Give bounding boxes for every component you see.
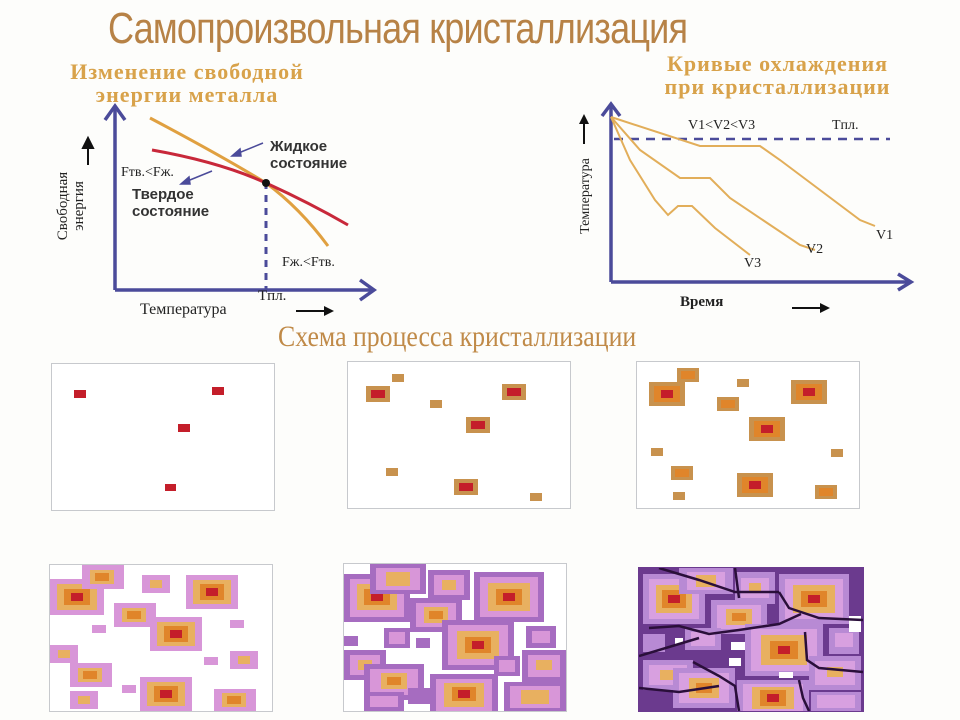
solid-state-label: Твердое состояние <box>132 186 209 220</box>
inequality-right: Fж.<Fтв. <box>282 255 335 270</box>
left-subtitle-line2: энергии металла <box>95 82 279 107</box>
melting-temp-tick: Tпл. <box>258 288 287 304</box>
stage-5-panel <box>343 563 567 712</box>
right-x-label: Время <box>680 294 724 310</box>
right-subtitle-line1: Кривые охлаждения <box>666 51 889 76</box>
speed-inequality: V1<V2<V3 <box>688 118 756 133</box>
nucleus <box>74 390 86 398</box>
nucleus <box>212 387 224 395</box>
intersection-point <box>262 179 270 187</box>
cooling-curves-chart <box>600 101 915 292</box>
solid-line2: состояние <box>132 203 210 220</box>
right-y-label: Температура <box>556 130 616 260</box>
stage-2-panel <box>347 361 571 509</box>
stage-3-panel <box>636 361 860 509</box>
y-arrow-icon <box>81 135 95 165</box>
page-title: Самопроизвольная кристаллизация <box>108 4 688 53</box>
right-chart-subtitle: Кривые охлаждения при кристаллизации <box>605 52 950 98</box>
right-subtitle-line2: при кристаллизации <box>664 74 891 99</box>
inequality-left: Fтв.<Fж. <box>121 165 174 180</box>
nucleus <box>178 424 190 432</box>
free-energy-chart <box>81 102 378 302</box>
scheme-title: Схема процесса кристаллизации <box>278 320 637 353</box>
y-arrow-icon <box>579 114 589 144</box>
label-v2: V2 <box>806 242 824 257</box>
label-v1: V1 <box>876 228 894 243</box>
y-label-line1: Свободная <box>55 171 71 241</box>
nucleus <box>165 484 176 491</box>
stage-6-panel <box>638 567 864 712</box>
axes <box>600 101 915 292</box>
left-chart-subtitle: Изменение свободной энергии металла <box>12 60 362 106</box>
solid-line1: Твердое <box>132 186 194 203</box>
y-label-line2: энергия <box>71 181 87 231</box>
x-arrow-icon <box>792 303 830 313</box>
stage-4-panel <box>49 564 273 712</box>
axes <box>103 102 378 302</box>
right-melting-temp-label: Tпл. <box>832 118 859 133</box>
left-subtitle-line1: Изменение свободной <box>70 59 304 84</box>
left-x-label: Температура <box>140 301 227 318</box>
label-v3: V3 <box>744 256 762 271</box>
liquid-line2: состояние <box>270 155 348 172</box>
y-label-text: Температура <box>578 158 593 234</box>
curve-v2 <box>610 116 816 251</box>
grain-boundaries <box>639 568 863 711</box>
liquid-state-label: Жидкое состояние <box>270 138 347 172</box>
x-arrow-icon <box>296 306 334 316</box>
stage-1-panel <box>51 363 275 511</box>
liquid-line1: Жидкое <box>270 138 328 155</box>
left-y-label: Свободная энергия <box>48 152 108 252</box>
curve-v3 <box>610 116 751 256</box>
curve-v1 <box>610 116 876 227</box>
